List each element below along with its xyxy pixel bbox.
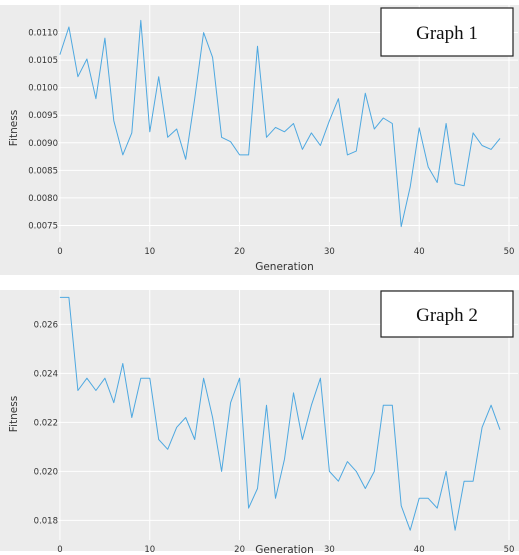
x-tick-label: 20 [234,545,245,555]
x-tick-label: 40 [414,247,425,257]
y-tick-label: 0.0080 [28,194,58,204]
x-tick-label: 40 [414,545,425,555]
legend-box [380,7,514,57]
x-tick-label: 30 [324,247,335,257]
x-tick-label: 30 [324,545,335,555]
x-tick-label: 0 [57,545,62,555]
legend: Graph 1 [380,7,514,57]
x-axis-label: Generation [255,544,314,555]
y-tick-label: 0.018 [34,516,58,526]
series-line [59,19,501,228]
grid-lines [33,5,518,242]
y-tick-label: 0.0100 [28,84,58,94]
x-axis-label: Generation [255,261,314,273]
y-tick-label: 0.024 [34,369,58,379]
chart-graph-2: 0 10 20 30 40 50 0.018 0.020 0.022 0.024 0.026 Gene… [0,290,519,555]
x-tick-label: 50 [504,545,515,555]
y-tick-label: 0.0085 [28,166,58,176]
y-tick-label: 0.0090 [28,139,58,149]
x-tick-label: 20 [234,247,245,257]
chart-graph-1: 0 10 20 30 40 50 0.0075 0.0080 0.0085 0.0090 0.009… [0,5,519,275]
y-tick-label: 0.020 [34,467,58,477]
y-axis-label: Fitness [8,110,20,146]
y-tick-label: 0.022 [34,418,58,428]
legend-box [380,290,514,338]
x-tick-label: 10 [144,247,155,257]
y-axis-label: Fitness [8,396,20,432]
legend: Graph 2 [380,290,514,338]
y-tick-label: 0.0075 [28,221,58,231]
legend-label: Graph 2 [416,305,478,326]
x-tick-label: 50 [504,247,515,257]
x-tick-label: 0 [57,247,62,257]
series-line [59,296,501,531]
legend-label: Graph 1 [416,23,478,44]
y-tick-label: 0.0110 [28,29,58,39]
y-tick-label: 0.026 [34,320,58,330]
y-tick-label: 0.0095 [28,111,58,121]
x-tick-label: 10 [144,545,155,555]
y-tick-label: 0.0105 [28,56,58,66]
